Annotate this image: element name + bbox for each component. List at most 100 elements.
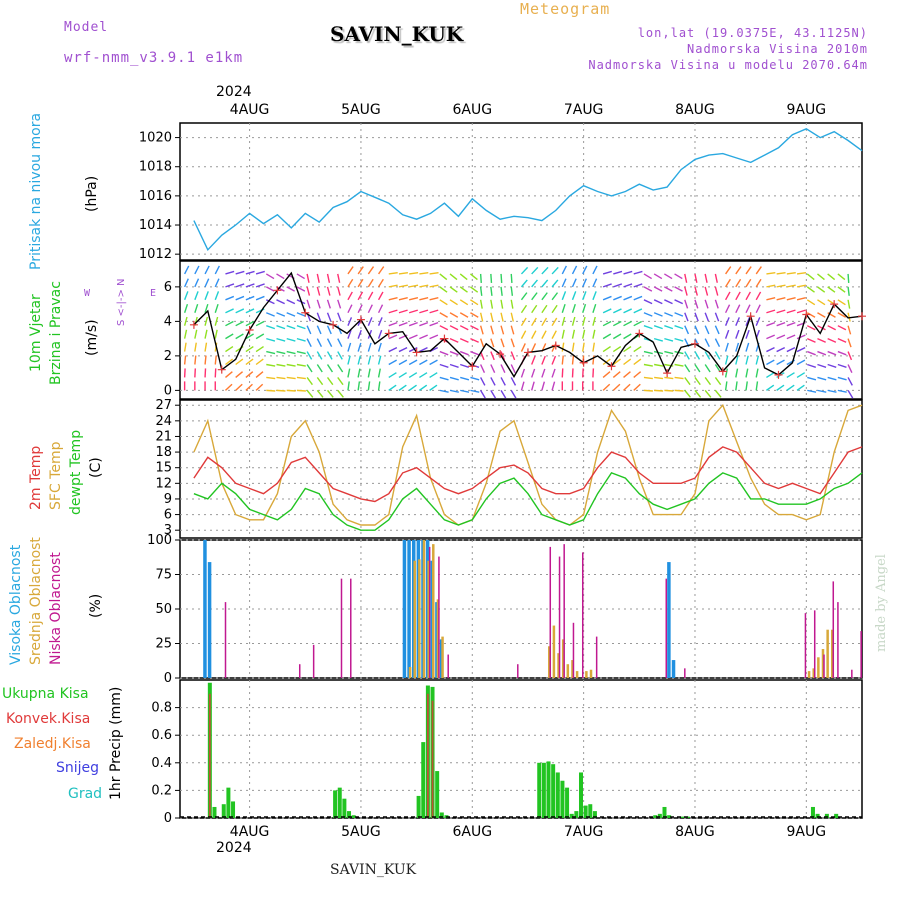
wind-arrow xyxy=(817,312,826,318)
y-tick-label: 75 xyxy=(155,568,172,583)
wind-arrow xyxy=(347,266,354,275)
wind-arrow xyxy=(398,384,407,391)
wind-arrow xyxy=(766,372,775,379)
wind-arrow xyxy=(745,381,748,391)
cloud-low-bar xyxy=(804,613,807,678)
wind-arrow xyxy=(510,312,514,322)
wind-arrow xyxy=(398,321,408,327)
wind-arrow xyxy=(459,337,469,343)
wind-arrow xyxy=(214,303,219,313)
wind-arrow xyxy=(724,381,728,391)
wind-arrow xyxy=(786,321,796,327)
wind-arrow xyxy=(490,312,494,322)
wind-arrow xyxy=(235,383,243,391)
wind-arrow xyxy=(806,273,815,281)
day-label-bottom: 4AUG xyxy=(230,824,270,840)
wind-arrow xyxy=(235,320,244,327)
cloud-low-bar xyxy=(572,622,575,678)
wind-arrow xyxy=(409,296,419,301)
wind-arrow xyxy=(235,358,244,366)
wind-arrow xyxy=(183,342,187,352)
wind-arrow xyxy=(613,308,622,314)
wind-arrow xyxy=(255,371,264,378)
lonlat-label: lon,lat (19.0375E, 43.1125N) xyxy=(637,26,868,40)
wind-arrow xyxy=(817,337,826,343)
wind-arrow xyxy=(449,389,459,393)
wind-arrow xyxy=(214,355,217,365)
wind-arrow xyxy=(276,325,286,330)
wind-arrow xyxy=(827,325,837,331)
wind-arrow xyxy=(265,273,275,280)
wind-arrow xyxy=(531,304,538,314)
wind-arrow xyxy=(245,270,255,275)
model-label: Model xyxy=(64,20,109,35)
wind-arrow xyxy=(286,325,296,330)
wind-arrow xyxy=(837,299,846,306)
wind-arrow xyxy=(306,286,311,296)
precip-total-bar xyxy=(583,805,588,818)
wind-arrow xyxy=(796,271,807,275)
wind-arrow xyxy=(204,265,210,275)
wind-arrow xyxy=(276,350,286,355)
wind-arrow xyxy=(194,355,197,365)
precip-total-bar xyxy=(226,787,231,818)
wind-arrow xyxy=(674,299,684,305)
wind-arrow xyxy=(194,329,198,339)
wind-arrow xyxy=(409,271,419,275)
wind-arrow xyxy=(204,278,210,288)
wind-arrow xyxy=(377,342,382,352)
wind-arrow xyxy=(204,291,209,301)
cloud-high-bar xyxy=(207,562,212,678)
wind-arrow xyxy=(704,286,709,296)
product-title: Meteogram xyxy=(520,0,611,18)
wind-arrow xyxy=(561,291,567,301)
wind-arrow xyxy=(755,368,759,378)
wind-arrow xyxy=(755,317,761,326)
wind-arrow xyxy=(571,316,576,326)
wind-arrow xyxy=(510,377,517,386)
wind-arrow xyxy=(531,266,539,275)
wind-arrow xyxy=(337,286,341,296)
wind-arrow xyxy=(704,338,710,347)
wind-arrow xyxy=(837,350,847,356)
wind-arrow xyxy=(551,381,556,391)
wind-arrow xyxy=(694,286,698,296)
wind-arrow xyxy=(623,358,632,366)
wind-arrow xyxy=(561,265,568,275)
wind-arrow xyxy=(827,389,837,393)
wind-arrow xyxy=(459,312,469,318)
precip-total-bar xyxy=(565,787,570,818)
wind-arrow xyxy=(347,278,354,288)
wind-arrow xyxy=(786,284,796,288)
panel-frame xyxy=(179,122,863,261)
wind-arrow xyxy=(408,359,418,366)
wind-arrow xyxy=(766,384,775,391)
wind-arrow xyxy=(817,299,826,306)
cloud-mid-bar xyxy=(557,653,560,678)
wind-arrow xyxy=(704,351,711,360)
wind-arrow xyxy=(419,334,428,340)
wind-arrow xyxy=(306,364,313,373)
cloud-mid-bar xyxy=(571,660,574,678)
cloud-mid-bar xyxy=(408,666,412,678)
wind-arrow xyxy=(316,299,321,309)
wind-arrow xyxy=(714,364,721,373)
wind-arrow xyxy=(449,325,459,331)
precip-total-bar xyxy=(657,813,662,818)
cloud-mid-bar xyxy=(418,559,421,678)
wind-arrow xyxy=(479,286,483,296)
wind-arrow xyxy=(347,368,351,378)
wind-arrow xyxy=(306,338,312,347)
wind-arrow xyxy=(214,329,218,339)
wind-arrow xyxy=(776,296,786,301)
wind-arrow xyxy=(653,273,663,280)
station-title: SAVIN_KUK xyxy=(330,22,464,46)
wind-arrow xyxy=(470,312,479,318)
elevation-label: Nadmorska Visina 2010m xyxy=(687,42,868,56)
wind-arrow xyxy=(766,359,775,366)
wind-arrow xyxy=(326,338,333,347)
wind-arrow xyxy=(602,270,612,275)
wind-arrow xyxy=(674,389,684,392)
y-tick-label: 1012 xyxy=(139,247,172,262)
wind-gust-marker xyxy=(217,365,226,374)
